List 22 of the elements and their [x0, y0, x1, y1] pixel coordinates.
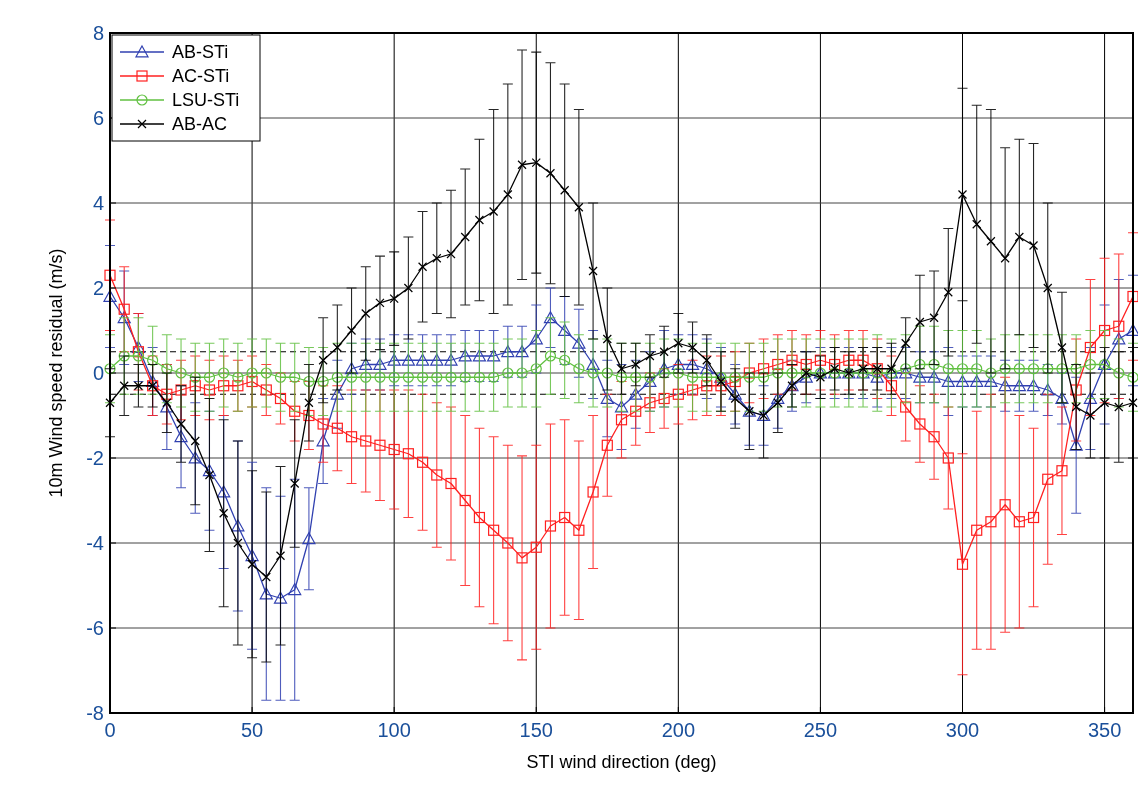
y-axis-title: 10m Wind speed residual (m/s)	[46, 248, 66, 498]
y-tick-label: 4	[92, 192, 104, 214]
x-tick-label: 300	[945, 719, 980, 741]
x-tick-label: 350	[1087, 719, 1122, 741]
x-tick-label: 200	[661, 719, 696, 741]
x-tick-label: 250	[803, 719, 838, 741]
y-tick-label: 8	[92, 22, 104, 44]
legend-label: AC-STi	[172, 66, 230, 86]
y-tick-label: -6	[86, 617, 104, 639]
x-tick-label: 50	[240, 719, 264, 741]
x-axis-title: STI wind direction (deg)	[526, 752, 717, 772]
y-tick-label: -8	[86, 702, 104, 724]
y-tick-label: -2	[86, 447, 104, 469]
y-tick-label: 2	[92, 277, 104, 299]
legend-label: LSU-STi	[172, 90, 240, 110]
y-tick-label: 0	[92, 362, 104, 384]
y-tick-label: -4	[86, 532, 104, 554]
legend-label: AB-AC	[172, 114, 228, 134]
x-tick-label: 100	[377, 719, 411, 741]
legend-label: AB-STi	[172, 42, 229, 62]
x-tick-label: 150	[519, 719, 553, 741]
y-tick-label: 6	[92, 107, 104, 129]
